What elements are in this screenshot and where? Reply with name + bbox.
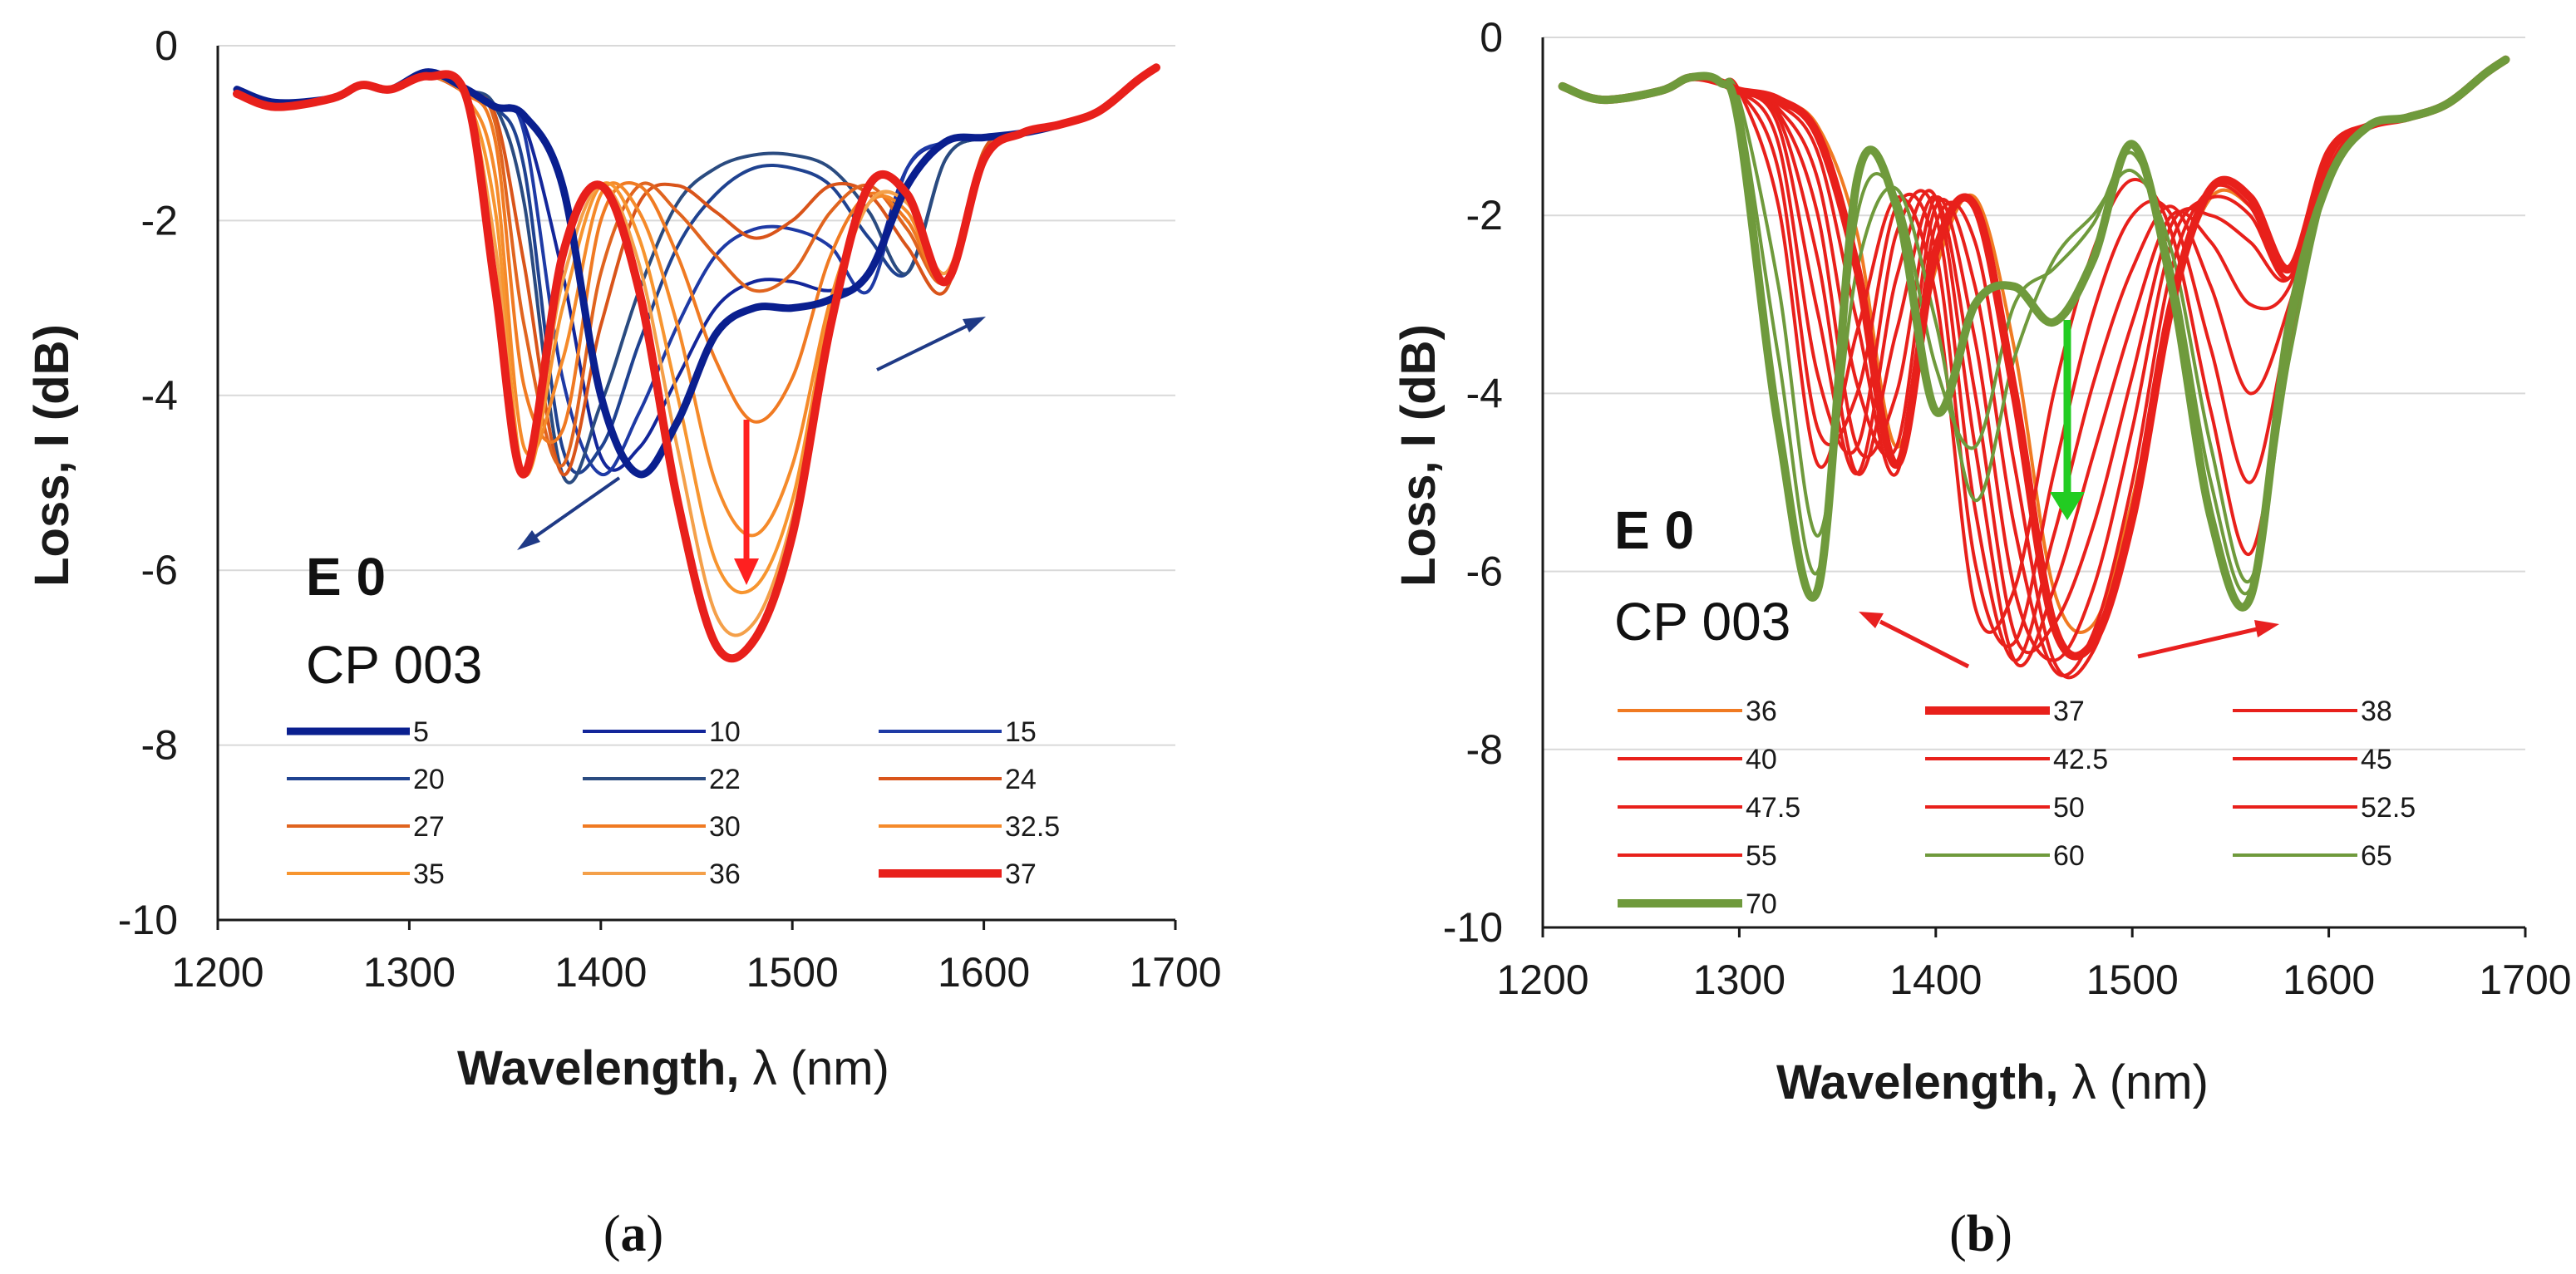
annotation-title: E 0 — [306, 547, 386, 607]
tick-labels: 0 -2 -4 -6 -8 -10 1200 1300 1400 1500 1600 1700 — [118, 22, 1222, 996]
legend-label: 5 — [413, 716, 429, 748]
x-tick-label: 1700 — [2479, 957, 2571, 1003]
series-line-70 — [1558, 55, 2510, 612]
arrow-depth-decrease-head — [2050, 492, 2085, 520]
legend-label: 27 — [413, 811, 445, 843]
legend: 5 10 15 20 22 24 27 30 32.5 35 36 37 — [287, 716, 1060, 890]
annotation-title: E 0 — [1614, 500, 1694, 560]
x-tick-label: 1600 — [938, 949, 1030, 996]
legend: 36 37 38 40 42.5 45 47.5 50 52.5 55 60 65 70 — [1618, 696, 2416, 920]
series-line-37 — [1558, 55, 2510, 661]
y-tick-label: -6 — [1466, 548, 1503, 595]
series-lines — [1558, 55, 2510, 680]
x-axis-title: Wavelength, λ (nm) — [1776, 1055, 2209, 1109]
y-tick-label: 0 — [1480, 14, 1503, 61]
x-tick-label: 1300 — [1693, 957, 1785, 1003]
legend-label: 55 — [1746, 840, 1777, 872]
series-line-45 — [1560, 57, 2508, 655]
arrow-right-split-head — [2254, 620, 2279, 637]
legend-label: 24 — [1005, 764, 1037, 795]
legend-label: 32.5 — [1005, 811, 1060, 843]
legend-label: 35 — [413, 858, 445, 890]
legend-label: 36 — [709, 858, 741, 890]
legend-label: 70 — [1746, 888, 1777, 920]
x-axis-title-bold: Wavelength, — [1776, 1055, 2058, 1109]
legend-label: 45 — [2361, 744, 2392, 775]
x-tick-label: 1600 — [2283, 957, 2375, 1003]
x-axis-title-bold: Wavelength, — [457, 1041, 739, 1095]
y-tick-label: -4 — [141, 372, 178, 419]
legend-label: 36 — [1746, 696, 1777, 727]
legend-label: 52.5 — [2361, 792, 2416, 824]
legend-label: 47.5 — [1746, 792, 1800, 824]
y-tick-label: -6 — [141, 547, 178, 593]
y-tick-label: -10 — [118, 897, 178, 943]
panel-a: 0 -2 -4 -6 -8 -10 1200 1300 1400 1500 1600 1700 E 0… — [25, 22, 1222, 1262]
legend-label: 37 — [2053, 696, 2085, 727]
series-lines — [233, 63, 1160, 663]
x-tick-label: 1300 — [363, 949, 456, 996]
arrow-right-split — [2137, 627, 2258, 659]
panel-b: 0 -2 -4 -6 -8 -10 1200 1300 1400 1500 1600 1700 E 0… — [1391, 14, 2572, 1262]
legend-label: 10 — [709, 716, 741, 748]
y-tick-label: -8 — [141, 722, 178, 769]
legend-label: 40 — [1746, 744, 1777, 775]
annotation-subtitle: CP 003 — [306, 635, 482, 695]
y-tick-label: -10 — [1443, 904, 1503, 951]
x-axis-title-rest: λ (nm) — [740, 1041, 889, 1095]
x-axis-title-rest: λ (nm) — [2059, 1055, 2209, 1109]
y-tick-label: -2 — [1466, 192, 1503, 239]
arrow-right-shift-head — [963, 317, 986, 332]
legend-label: 30 — [709, 811, 741, 843]
legend-label: 20 — [413, 764, 445, 795]
trend-arrows — [1859, 320, 2279, 669]
panel-caption: (a) — [603, 1206, 663, 1262]
tick-labels: 0 -2 -4 -6 -8 -10 1200 1300 1400 1500 1600 1700 — [1443, 14, 2572, 1003]
arrow-left-shift-head — [517, 530, 540, 550]
trend-arrows — [517, 317, 986, 585]
panel-caption-letter: b — [1967, 1206, 1995, 1262]
x-tick-label: 1400 — [1889, 957, 1982, 1003]
series-line-35 — [235, 66, 1158, 595]
y-tick-label: -2 — [141, 197, 178, 243]
legend-label: 15 — [1005, 716, 1037, 748]
arrow-left-shift — [526, 476, 621, 544]
x-tick-label: 1200 — [1496, 957, 1588, 1003]
legend-label: 22 — [709, 764, 741, 795]
x-tick-label: 1500 — [746, 949, 839, 996]
y-tick-label: -4 — [1466, 370, 1503, 416]
series-line-52.5 — [1560, 57, 2508, 648]
y-tick-label: -8 — [1466, 726, 1503, 773]
x-tick-label: 1200 — [171, 949, 264, 996]
annotation-subtitle: CP 003 — [1614, 592, 1790, 652]
series-line-22 — [235, 66, 1158, 485]
arrow-depth-increase-head — [734, 558, 759, 585]
series-line-38 — [1560, 57, 2508, 680]
axes — [216, 46, 1177, 930]
arrow-right-shift — [876, 321, 975, 371]
panel-caption-letter: a — [621, 1206, 647, 1262]
y-axis-title: Loss, I (dB) — [1391, 324, 1446, 587]
y-axis-title: Loss, I (dB) — [25, 324, 79, 587]
x-axis-title: Wavelength, λ (nm) — [457, 1041, 889, 1095]
x-tick-label: 1500 — [2086, 957, 2179, 1003]
legend-label: 42.5 — [2053, 744, 2108, 775]
axes — [1541, 37, 2527, 937]
panel-caption: (b) — [1949, 1206, 2012, 1262]
legend-label: 50 — [2053, 792, 2085, 824]
legend-label: 38 — [2361, 696, 2392, 727]
legend-label: 60 — [2053, 840, 2085, 872]
legend-label: 65 — [2361, 840, 2392, 872]
arrow-left-split — [1879, 619, 1970, 669]
x-tick-label: 1700 — [1129, 949, 1221, 996]
series-line-37 — [233, 63, 1160, 663]
legend-label: 37 — [1005, 858, 1037, 890]
x-tick-label: 1400 — [554, 949, 647, 996]
y-tick-label: 0 — [155, 22, 178, 69]
arrow-left-split-head — [1859, 612, 1884, 628]
